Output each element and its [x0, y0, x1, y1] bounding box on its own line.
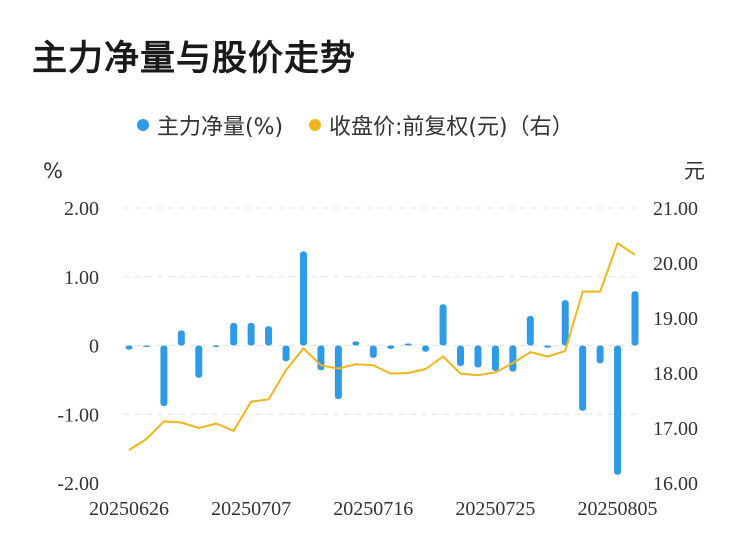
right-axis-tick: 19.00: [653, 308, 698, 330]
left-axis-tick: -1.00: [57, 404, 99, 426]
bar: [509, 345, 517, 372]
left-axis-tick: 1.00: [64, 267, 99, 289]
legend-item-close-price[interactable]: 收盘价:前复权(元)（右）: [309, 108, 574, 142]
left-axis-tick: -2.00: [57, 473, 99, 495]
bar: [596, 345, 604, 364]
x-axis-tick: 20250626: [89, 498, 169, 520]
bar: [631, 291, 639, 346]
x-axis-tick: 20250707: [211, 498, 291, 520]
right-axis-tick: 16.00: [653, 473, 698, 495]
bar: [160, 345, 168, 406]
bar: [334, 345, 342, 400]
right-axis-tick: 21.00: [653, 198, 698, 220]
bar: [579, 345, 587, 411]
legend-dot-blue-icon: [137, 119, 149, 131]
x-axis-tick: 20250725: [455, 498, 535, 520]
bar: [369, 345, 377, 358]
bar: [474, 345, 482, 368]
legend-label-net-volume: 主力净量(%): [157, 115, 284, 140]
left-axis-unit: %: [43, 159, 63, 183]
x-axis-tick: 20250805: [578, 498, 658, 520]
legend-label-close-price: 收盘价:前复权(元)（右）: [329, 115, 574, 140]
legend-dot-yellow-icon: [309, 119, 321, 131]
bar: [247, 322, 255, 346]
bar: [457, 345, 465, 367]
bar: [614, 345, 622, 475]
bar: [422, 345, 430, 352]
bar: [352, 341, 360, 346]
bar: [404, 343, 412, 346]
bar: [212, 345, 220, 347]
left-axis-tick: 0: [89, 336, 99, 358]
bar: [230, 322, 238, 346]
bar: [387, 345, 395, 349]
bar: [491, 345, 499, 371]
bar: [544, 345, 552, 348]
legend: 主力净量(%) 收盘价:前复权(元)（右）: [0, 108, 750, 142]
bar: [299, 251, 307, 346]
right-axis-unit: 元: [684, 159, 705, 183]
bar: [561, 300, 569, 346]
bar: [125, 345, 133, 350]
right-axis-tick: 17.00: [653, 418, 698, 440]
right-axis-tick: 18.00: [653, 363, 698, 385]
x-axis-tick: 20250716: [333, 498, 413, 520]
chart-title: 主力净量与股价走势: [32, 39, 357, 79]
bar: [142, 345, 150, 347]
bar: [177, 330, 185, 346]
right-axis-tick: 20.00: [653, 253, 698, 275]
bar: [526, 315, 534, 346]
legend-item-net-volume[interactable]: 主力净量(%): [137, 108, 283, 142]
bar: [282, 345, 290, 362]
bar: [265, 326, 273, 346]
bar: [439, 304, 447, 346]
left-axis-tick: 2.00: [64, 198, 99, 220]
price-line: [128, 242, 636, 451]
bar: [195, 345, 203, 378]
